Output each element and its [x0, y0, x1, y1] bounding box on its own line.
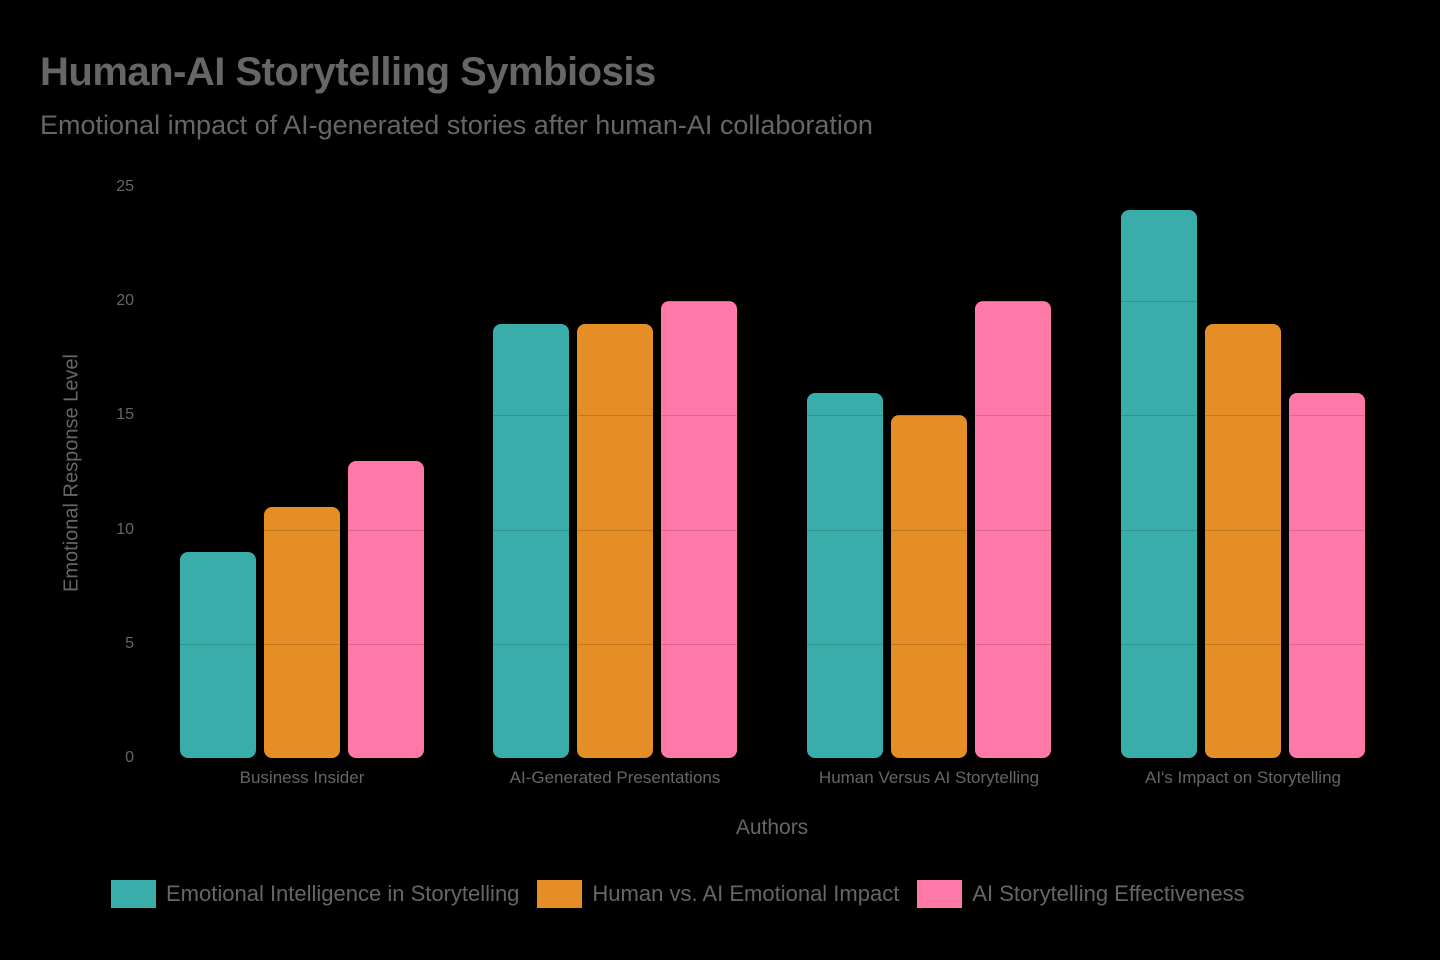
chart-title: Human-AI Storytelling Symbiosis [40, 50, 656, 94]
y-tick-label: 20 [116, 292, 134, 310]
bar[interactable] [493, 324, 569, 758]
bar[interactable] [975, 301, 1051, 758]
legend-label: AI Storytelling Effectiveness [972, 881, 1245, 906]
plot-area [170, 187, 1375, 758]
bar[interactable] [807, 392, 883, 758]
y-tick-label: 0 [125, 749, 134, 766]
x-tick-label: Business Insider [239, 768, 365, 787]
bar[interactable] [661, 301, 737, 758]
legend-label: Human vs. AI Emotional Impact [592, 881, 900, 906]
legend-label: Emotional Intelligence in Storytelling [166, 881, 520, 906]
x-axis-label: Authors [735, 816, 809, 839]
bar[interactable] [1289, 392, 1365, 758]
legend-item[interactable]: Emotional Intelligence in Storytelling [111, 880, 519, 908]
legend-item[interactable]: Human vs. AI Emotional Impact [537, 880, 899, 908]
chart-subtitle: Emotional impact of AI-generated stories… [40, 110, 873, 140]
y-tick-label: 5 [125, 634, 134, 652]
y-tick-label: 25 [116, 178, 134, 195]
bar[interactable] [577, 324, 653, 758]
legend: Emotional Intelligence in Storytelling Hu… [111, 880, 1263, 908]
gridline [170, 529, 1375, 531]
gridline [170, 643, 1375, 645]
bar[interactable] [264, 506, 340, 758]
legend-swatch-icon [111, 880, 156, 908]
y-axis-label: Emotional Response Level [60, 354, 83, 592]
x-tick-label: AI's Impact on Storytelling [1145, 768, 1341, 787]
bar[interactable] [891, 415, 967, 758]
legend-item[interactable]: AI Storytelling Effectiveness [917, 880, 1245, 908]
gridline [170, 415, 1375, 417]
bar[interactable] [1121, 209, 1197, 758]
y-tick-label: 15 [116, 406, 134, 424]
x-tick-label: AI-Generated Presentations [509, 768, 721, 787]
legend-swatch-icon [537, 880, 583, 908]
bar[interactable] [1205, 324, 1281, 758]
y-tick-label: 10 [116, 520, 134, 538]
gridline [170, 301, 1375, 303]
bar[interactable] [180, 552, 256, 758]
x-tick-label: Human Versus AI Storytelling [818, 768, 1040, 787]
bar[interactable] [348, 461, 424, 758]
legend-swatch-icon [917, 880, 963, 908]
gridline [170, 187, 1375, 188]
